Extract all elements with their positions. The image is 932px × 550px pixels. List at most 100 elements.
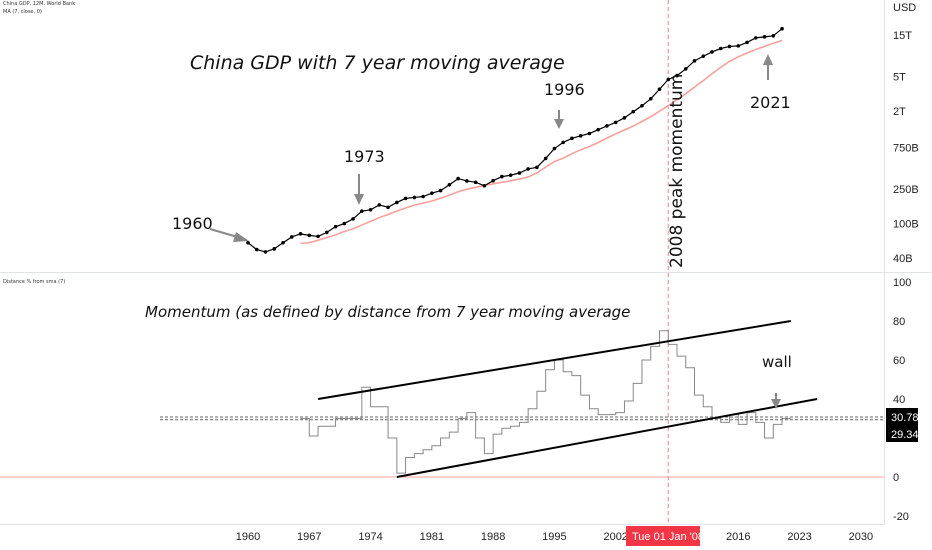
momentum-axis-tick-label: 40 [893,394,905,406]
gdp-point [727,44,732,49]
gdp-point [622,116,627,120]
time-axis-tick-label: 1988 [481,531,505,543]
channel-lines [317,320,818,478]
gdp-axis-tick-label: 100B [893,219,919,231]
gdp-axis-tick-label: 2T [893,106,906,118]
gdp-point [552,146,557,151]
gdp-point [570,136,574,141]
arrow-1960 [209,228,249,242]
gdp-point [587,131,592,136]
time-axis-tick-label: 2023 [787,531,811,543]
time-axis-tick-label: 2002 [603,531,627,543]
gdp-point [482,183,487,188]
gdp-point [508,173,513,178]
gdp-point [648,97,653,101]
time-axis-ticks: 1960 1967 1974 1981 1988 1995 2002 2016 2023 2030 [236,531,873,543]
crosshair-date-badge: Tue 01 Jan '08 [626,526,704,546]
gdp-point [465,179,469,183]
label-2021: 2021 [750,93,791,112]
svg-text:30.78: 30.78 [891,412,919,424]
label-1996: 1996 [544,80,585,99]
momentum-axis-tick-label: 80 [893,316,905,328]
ma-line [300,39,783,245]
gdp-point [526,167,530,171]
gdp-point [771,33,776,38]
momentum-step-line [300,330,791,474]
arrow-1973 [354,174,364,205]
gdp-point [447,182,452,187]
gdp-point [438,188,443,193]
svg-text:29.34: 29.34 [891,429,919,441]
gdp-point [578,134,583,138]
momentum-axis-ticks: 100806040200-20 [893,277,911,523]
svg-text:Tue 01 Jan '08: Tue 01 Jan '08 [632,531,704,543]
peak-momentum-label: 2008 peak momentum [667,74,687,268]
time-axis-tick-label: 1967 [297,531,321,543]
gdp-point [631,109,636,114]
arrow-2021 [763,54,773,80]
gdp-point [403,196,408,201]
gdp-point [657,87,662,92]
gdp-point [640,103,644,108]
time-axis-tick-label: 1974 [358,531,382,543]
gdp-point [535,165,539,170]
label-wall: wall [762,353,792,371]
gdp-point [316,234,320,239]
gdp-point [254,247,259,252]
gdp-point [683,67,688,71]
gdp-point [753,36,758,40]
label-1973: 1973 [344,147,385,166]
gdp-point [710,50,714,54]
arrow-wall [771,393,781,409]
gdp-point [307,233,312,238]
gdp-series [246,26,784,254]
gdp-point [605,124,609,128]
gdp-point [421,194,425,199]
value-badge-upper: 30.78 [886,408,919,425]
gdp-point [298,232,303,236]
time-axis-tick-label: 1981 [420,531,444,543]
gdp-point [701,54,706,59]
gdp-point [666,77,671,82]
channel-line [396,398,818,478]
label-1960: 1960 [172,214,213,233]
ma-header: MA (7, close, 0) [3,9,42,15]
gdp-point [613,120,618,125]
gdp-axis-tick-label: 5T [893,71,906,83]
channel-line [317,320,791,400]
gdp-point [333,224,338,229]
gdp-point [543,156,548,161]
gdp-point [745,40,749,45]
gdp-point [430,191,434,195]
momentum-series [300,330,791,474]
gdp-point [500,174,504,179]
gdp-point [456,176,460,181]
gdp-axis-tick-label: 15T [893,30,912,42]
momentum-axis-tick-label: -20 [893,511,909,523]
top-chart-title: China GDP with 7 year moving average [190,52,565,74]
gdp-point [289,235,294,239]
momentum-axis-tick-label: 0 [893,472,899,484]
gdp-point [692,59,697,63]
time-axis-tick-label: 1995 [542,531,566,543]
gdp-point [377,203,382,207]
currency-label: USD [893,2,916,14]
gdp-point [517,171,522,175]
momentum-title: Momentum (as defined by distance from 7 … [145,303,630,321]
level-lines [160,416,884,421]
gdp-point [675,73,679,78]
gdp-point [561,140,565,145]
gdp-axis-tick-label: 40B [893,253,913,265]
momentum-axis-tick-label: 60 [893,355,905,367]
ma-series [300,39,783,245]
value-badge-lower: 29.34 [886,425,919,442]
arrow-1996 [554,110,564,129]
gdp-point [780,26,784,31]
time-axis-tick-label: 2016 [726,531,750,543]
gdp-axis-tick-label: 250B [893,184,919,196]
gdp-point [596,127,600,132]
gdp-point [412,195,417,200]
gdp-point [351,217,355,221]
symbol-header: China GDP, 12M, World Bank [3,1,76,7]
